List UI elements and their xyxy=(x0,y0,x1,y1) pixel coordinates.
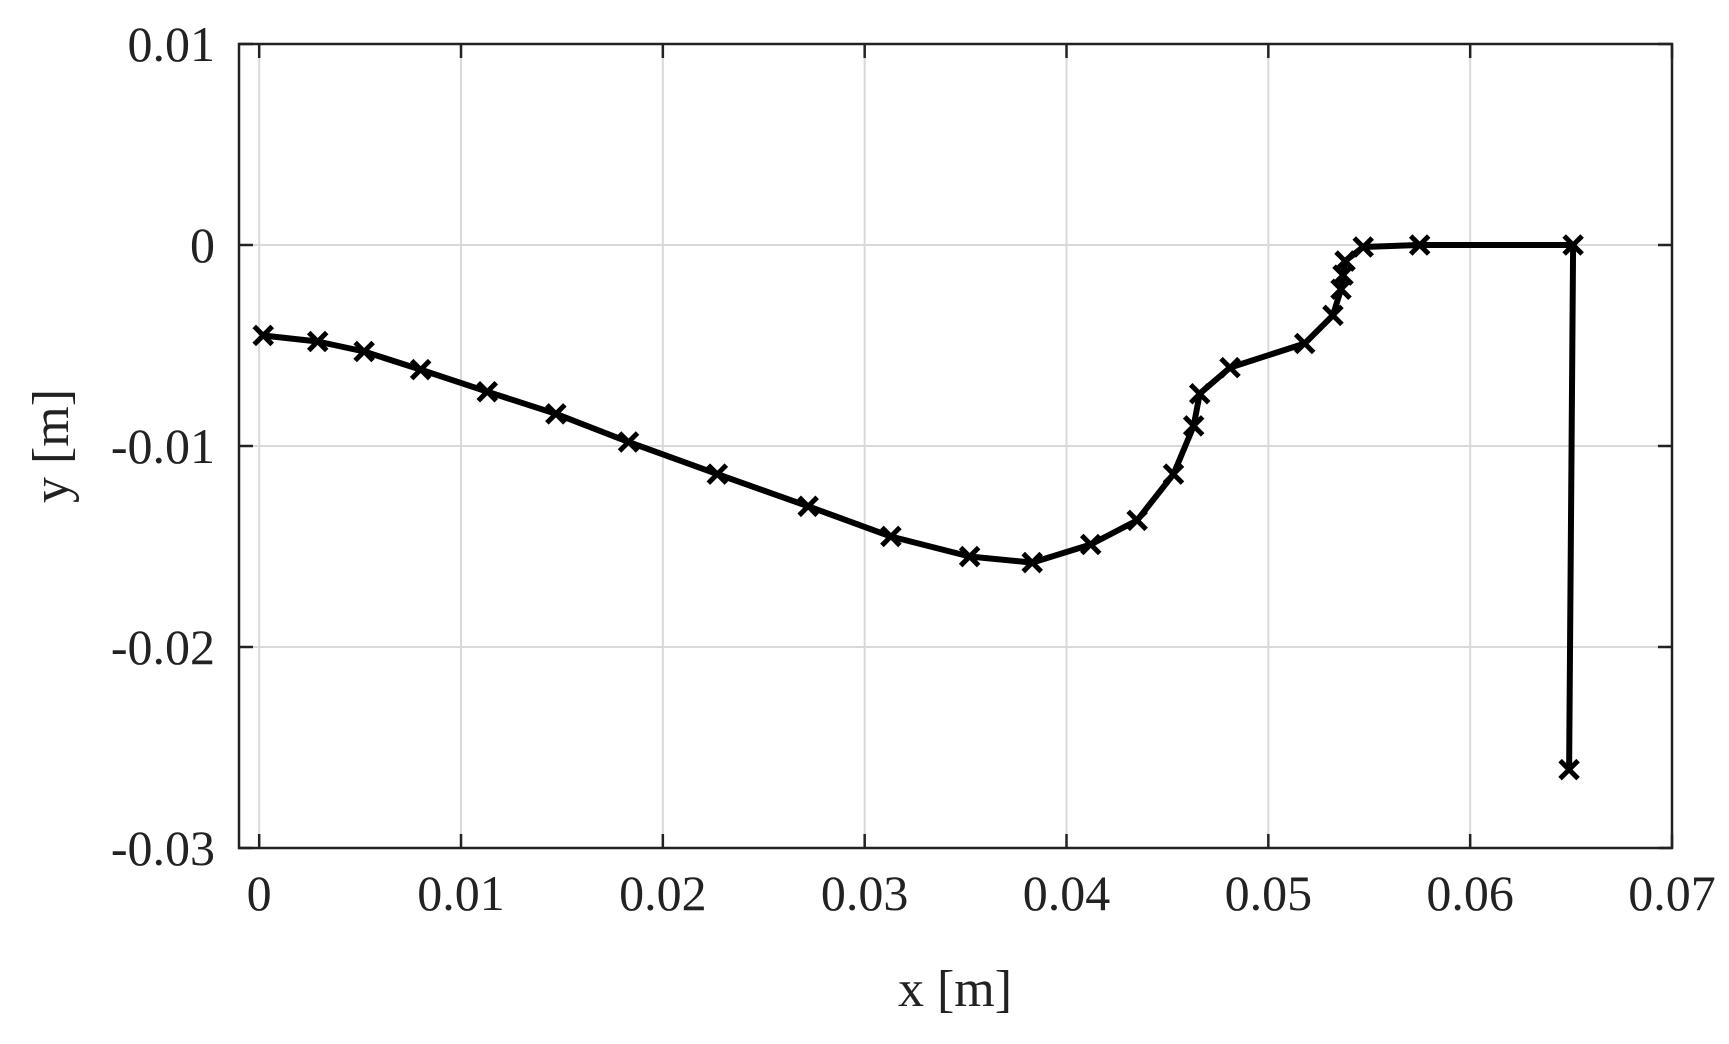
x-tick-label: 0.03 xyxy=(821,865,909,921)
tick-labels: 0 0.01 0.02 0.03 0.04 0.05 0.06 0.07 -0.03 -0.02 -… xyxy=(111,16,1716,921)
x-tick-label: 0.02 xyxy=(619,865,707,921)
data-point-marker xyxy=(1162,463,1185,485)
plot-area-frame xyxy=(237,42,1674,850)
data-point-marker xyxy=(353,340,375,363)
data-point-marker xyxy=(1182,415,1205,437)
data-point-marker xyxy=(476,380,499,403)
data-point-marker xyxy=(1334,250,1356,272)
data-point-marker xyxy=(1079,533,1102,556)
data-point-marker xyxy=(617,431,640,453)
data-point-marker xyxy=(1219,356,1241,379)
x-axis-title: x [m] xyxy=(898,961,1012,1018)
y-tick-label: 0 xyxy=(190,217,215,273)
data-point-marker xyxy=(797,495,819,518)
data-point-marker xyxy=(306,330,329,353)
data-point-marker xyxy=(1021,551,1043,574)
data-point-marker xyxy=(409,358,432,381)
data-point-marker xyxy=(1562,234,1584,256)
data-point-marker xyxy=(1188,382,1211,405)
y-tick-label: -0.02 xyxy=(111,619,215,675)
data-point-marker xyxy=(1293,332,1316,355)
grid-lines xyxy=(239,43,1673,849)
y-tick-label: 0.01 xyxy=(128,16,216,72)
x-tick-label: 0.01 xyxy=(417,865,505,921)
data-point-marker xyxy=(252,324,274,347)
data-point-marker xyxy=(958,545,981,568)
data-point-marker xyxy=(1352,236,1374,258)
x-tick-label: 0.04 xyxy=(1023,865,1111,921)
y-tick-label: -0.01 xyxy=(111,418,215,474)
data-point-marker xyxy=(706,463,729,485)
data-point-marker xyxy=(545,403,567,425)
x-tick-label: 0 xyxy=(247,865,272,921)
x-tick-label: 0.06 xyxy=(1426,865,1514,921)
x-tick-label: 0.07 xyxy=(1628,865,1716,921)
data-point-marker xyxy=(1558,758,1580,781)
y-axis-title: y [m] xyxy=(23,389,80,503)
series-line xyxy=(260,242,1577,773)
data-point-marker xyxy=(880,525,902,548)
data-series xyxy=(252,234,1584,781)
y-tick-label: -0.03 xyxy=(111,820,215,876)
data-point-marker xyxy=(1408,234,1431,256)
data-point-marker xyxy=(1126,509,1148,532)
data-point-marker xyxy=(1322,304,1344,327)
x-tick-label: 0.05 xyxy=(1225,865,1313,921)
